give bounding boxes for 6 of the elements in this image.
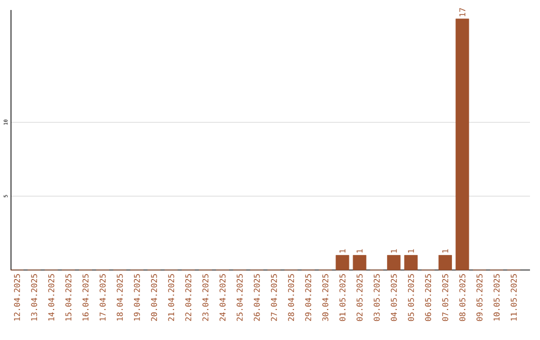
bar [336, 255, 350, 270]
bar [352, 255, 366, 270]
bar [456, 18, 470, 270]
bar [404, 255, 418, 270]
bar [387, 255, 401, 270]
bar [438, 255, 452, 270]
